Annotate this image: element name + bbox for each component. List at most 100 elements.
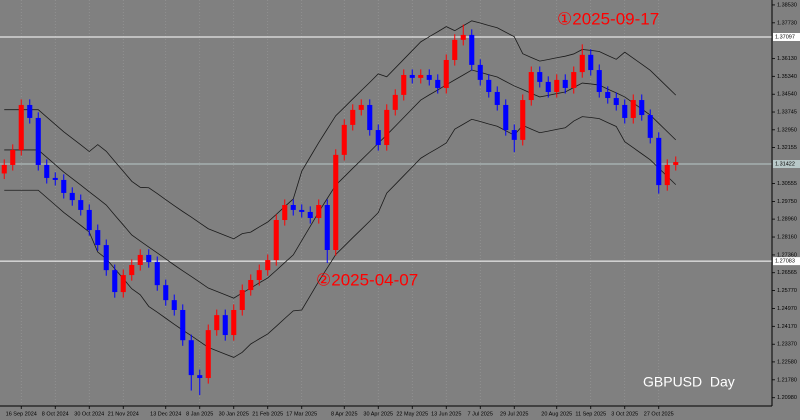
price-label-box bbox=[773, 32, 800, 41]
candle-body bbox=[375, 130, 381, 146]
candle-body bbox=[299, 209, 305, 212]
candle-body bbox=[639, 100, 645, 116]
candle-body bbox=[112, 270, 118, 293]
y-tick-label: 1.35340 bbox=[777, 74, 797, 80]
candle-body bbox=[571, 72, 577, 88]
x-tick-label: 27 Oct 2025 bbox=[644, 411, 674, 417]
x-tick-label: 30 Oct 2024 bbox=[74, 411, 104, 417]
candle-body bbox=[554, 79, 560, 92]
candle-body bbox=[18, 104, 24, 150]
candle-body bbox=[103, 245, 109, 271]
candle-body bbox=[511, 130, 517, 140]
x-tick-label: 29 Jul 2025 bbox=[500, 411, 528, 417]
x-tick-label: 13 Jun 2025 bbox=[431, 411, 461, 417]
x-tick-label: 17 Mar 2025 bbox=[286, 411, 317, 417]
candle-body bbox=[1, 164, 7, 174]
candle-body bbox=[239, 290, 245, 310]
candle-body bbox=[137, 254, 143, 265]
candle-body bbox=[120, 275, 126, 293]
candle-body bbox=[537, 72, 543, 82]
candle-body bbox=[273, 220, 279, 261]
y-tick-label: 1.38530 bbox=[777, 2, 797, 8]
candle-body bbox=[664, 164, 670, 186]
candle-body bbox=[10, 149, 16, 165]
candle-body bbox=[86, 209, 92, 231]
candle-body bbox=[222, 315, 228, 336]
candle-body bbox=[384, 109, 390, 146]
candle-body bbox=[520, 100, 526, 140]
candle-body bbox=[27, 104, 33, 118]
candle-body bbox=[656, 137, 662, 186]
x-tick-label: 7 Jul 2025 bbox=[468, 411, 493, 417]
candle-body bbox=[460, 34, 466, 40]
x-tick-label: 16 Sep 2024 bbox=[6, 411, 37, 417]
candle-body bbox=[197, 375, 203, 379]
candle-body bbox=[290, 205, 296, 210]
candle-body bbox=[316, 205, 322, 218]
y-tick-label: 1.30555 bbox=[777, 181, 797, 187]
y-tick-label: 1.32950 bbox=[777, 127, 797, 133]
candle-body bbox=[44, 164, 50, 178]
bollinger-band bbox=[4, 69, 677, 299]
candle-body bbox=[333, 154, 339, 251]
x-tick-label: 21 Feb 2025 bbox=[252, 411, 283, 417]
candle-body bbox=[494, 91, 500, 105]
candle-body bbox=[188, 340, 194, 376]
candle-body bbox=[358, 104, 364, 110]
y-tick-label: 1.23370 bbox=[777, 342, 797, 348]
candle-body bbox=[630, 100, 636, 118]
y-tick-label: 1.25770 bbox=[777, 288, 797, 294]
y-tick-label: 1.27360 bbox=[777, 252, 797, 258]
x-tick-label: 30 Jan 2025 bbox=[219, 411, 249, 417]
y-tick-label: 1.20980 bbox=[777, 395, 797, 401]
candle-body bbox=[61, 179, 67, 193]
y-tick-label: 1.24170 bbox=[777, 324, 797, 330]
candle-body bbox=[78, 200, 84, 210]
x-tick-label: 21 Nov 2024 bbox=[108, 411, 139, 417]
candle-body bbox=[205, 330, 211, 379]
candle-body bbox=[452, 39, 458, 60]
x-tick-label: 13 Dec 2024 bbox=[150, 411, 181, 417]
annotation: ①2025-09-17 bbox=[557, 9, 659, 28]
y-tick-label: 1.32155 bbox=[777, 145, 797, 151]
candle-body bbox=[231, 309, 237, 336]
candle-body bbox=[443, 59, 449, 88]
candle-body bbox=[350, 109, 356, 125]
y-tick-label: 1.22580 bbox=[777, 359, 797, 365]
y-tick-label: 1.24970 bbox=[777, 306, 797, 312]
y-tick-label: 1.37730 bbox=[777, 20, 797, 26]
price-label: 1.37097 bbox=[775, 34, 795, 40]
candle-body bbox=[341, 124, 347, 155]
candle-body bbox=[613, 98, 619, 105]
x-tick-label: 20 Aug 2025 bbox=[541, 411, 572, 417]
candle-body bbox=[180, 309, 186, 341]
candle-body bbox=[307, 211, 313, 218]
y-tick-label: 1.26565 bbox=[777, 270, 797, 276]
candle-body bbox=[562, 79, 568, 88]
candle-body bbox=[401, 74, 407, 95]
y-tick-label: 1.36130 bbox=[777, 56, 797, 62]
price-label: 1.31422 bbox=[775, 161, 795, 167]
candle-body bbox=[545, 81, 551, 92]
x-tick-label: 22 May 2025 bbox=[396, 411, 428, 417]
candle-body bbox=[367, 104, 373, 131]
candle-body bbox=[95, 230, 101, 246]
candle-body bbox=[528, 72, 534, 101]
y-tick-label: 1.28960 bbox=[777, 217, 797, 223]
x-tick-label: 3 Oct 2025 bbox=[611, 411, 638, 417]
candle-body bbox=[673, 162, 679, 165]
candle-body bbox=[256, 270, 262, 280]
x-tick-label: 8 Apr 2025 bbox=[331, 411, 358, 417]
annotation: ②2025-04-07 bbox=[316, 270, 418, 289]
candle-body bbox=[163, 285, 169, 301]
candle-body bbox=[596, 70, 602, 92]
candle-body bbox=[579, 54, 585, 73]
y-tick-label: 1.21780 bbox=[777, 377, 797, 383]
candle-body bbox=[265, 260, 271, 271]
price-label: 1.27083 bbox=[775, 259, 795, 265]
y-tick-label: 1.28160 bbox=[777, 234, 797, 240]
price-label-box bbox=[773, 257, 800, 266]
candle-body bbox=[324, 205, 330, 251]
